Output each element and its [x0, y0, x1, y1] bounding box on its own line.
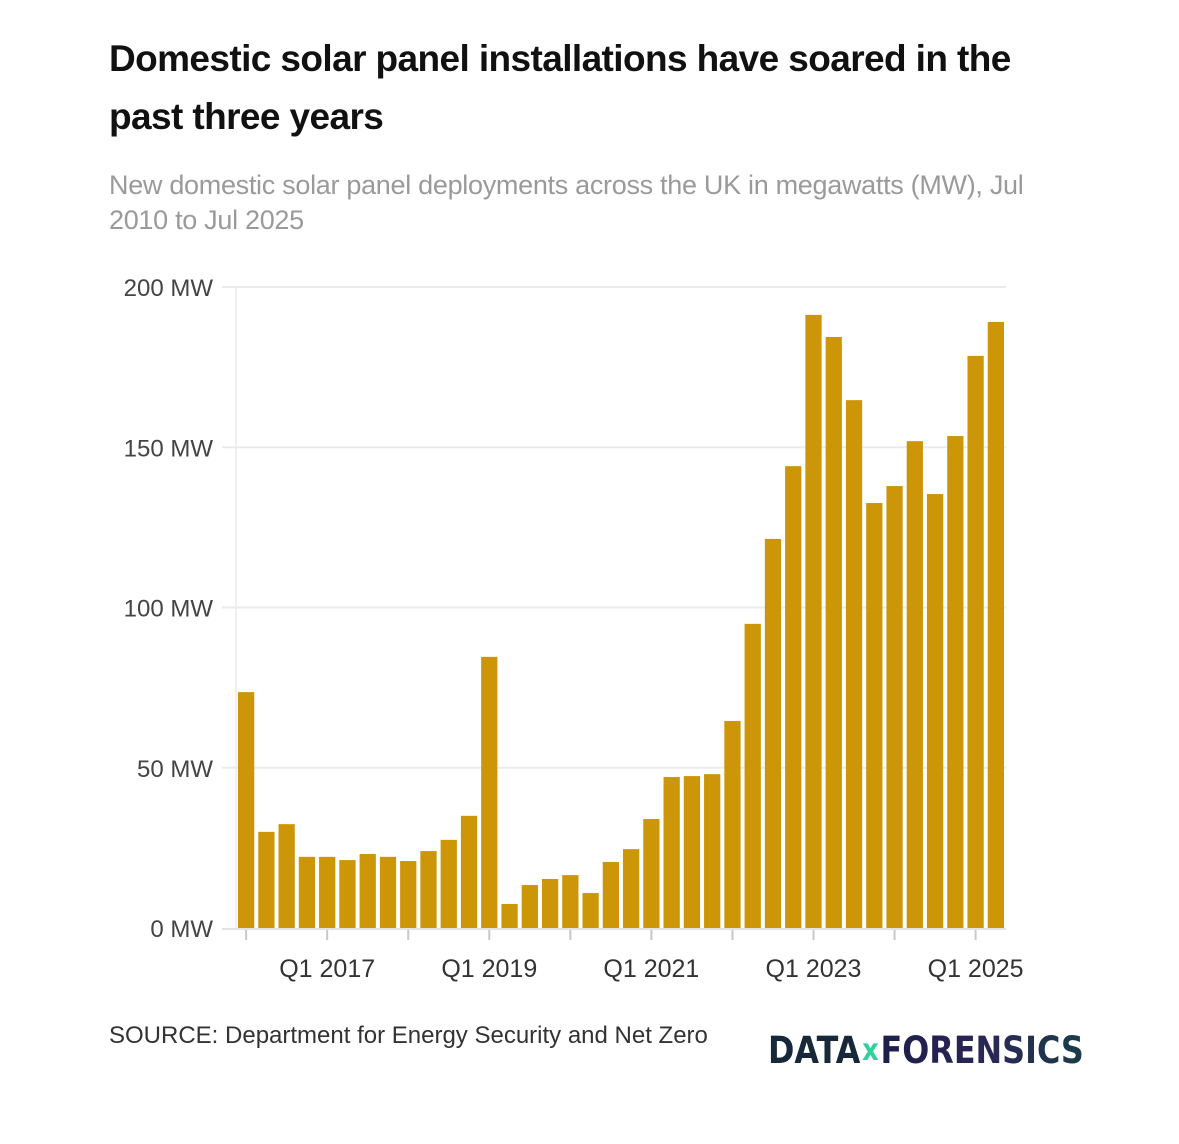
bar-q4-2022 — [785, 466, 802, 928]
bar-q2-2022 — [744, 623, 761, 928]
x-tick-label: Q1 2021 — [603, 955, 699, 983]
bar-q2-2018 — [420, 851, 437, 928]
chart-title: Domestic solar panel installations have … — [109, 38, 1011, 137]
bars — [238, 314, 1004, 929]
logo-word-data: DATA — [768, 1029, 861, 1072]
bar-q2-2024 — [906, 441, 923, 928]
bar-q3-2016 — [278, 824, 295, 928]
bar-q1-2025 — [967, 355, 984, 929]
bar-q3-2020 — [602, 861, 619, 928]
bar-q4-2020 — [623, 849, 640, 928]
bar-q2-2020 — [582, 893, 599, 928]
bar-q2-2023 — [825, 336, 842, 928]
bar-q4-2016 — [298, 856, 316, 928]
logo-x-icon: x — [862, 1033, 879, 1068]
bar-q2-2025 — [987, 321, 1004, 928]
bar-q1-2021 — [643, 819, 660, 928]
bar-q3-2024 — [926, 494, 944, 928]
bar-q4-2023 — [866, 503, 883, 928]
bar-q4-2021 — [704, 774, 721, 928]
logo-word-forensics: FORENSICS — [880, 1029, 1084, 1072]
bar-q1-2019 — [481, 656, 498, 928]
y-tick-label: 0 MW — [150, 916, 213, 943]
bar-q4-2024 — [947, 436, 964, 928]
bar-q3-2023 — [845, 400, 863, 929]
x-tick-label: Q1 2025 — [928, 955, 1024, 983]
bar-q1-2023 — [805, 314, 822, 928]
bar-q2-2021 — [663, 777, 680, 928]
bar-q4-2019 — [541, 878, 559, 928]
source-note: SOURCE: Department for Energy Security a… — [109, 1022, 708, 1049]
bar-q2-2016 — [258, 831, 275, 928]
x-tick-label: Q1 2019 — [441, 955, 537, 983]
bar-q1-2018 — [400, 861, 417, 928]
y-tick-label: 100 MW — [124, 596, 214, 623]
bar-q3-2021 — [683, 776, 701, 928]
bar-q2-2017 — [339, 860, 356, 928]
bar-q4-2017 — [379, 856, 397, 928]
bar-q3-2019 — [521, 885, 538, 928]
y-tick-label: 150 MW — [124, 435, 214, 462]
data-forensics-logo: DATA x FORENSICS — [768, 1028, 1084, 1074]
bar-q1-2022 — [724, 720, 741, 928]
bar-q1-2017 — [319, 856, 336, 928]
y-axis-labels: 0 MW 50 MW 100 MW 150 MW 200 MW — [124, 275, 214, 943]
bar-q2-2019 — [501, 903, 518, 928]
x-tick-label: Q1 2017 — [279, 955, 375, 983]
x-axis — [222, 928, 1006, 940]
x-tick-label: Q1 2023 — [766, 955, 862, 983]
bar-q1-2020 — [562, 875, 579, 928]
y-tick-label: 200 MW — [124, 275, 214, 302]
bar-q1-2024 — [886, 486, 903, 928]
bar-q3-2018 — [440, 839, 457, 928]
chart-subtitle: New domestic solar panel deployments acr… — [109, 170, 1024, 235]
x-axis-labels: Q1 2017 Q1 2019 Q1 2021 Q1 2023 Q1 2025 — [279, 955, 1023, 983]
bar-q1-2016 — [238, 692, 255, 928]
y-tick-label: 50 MW — [137, 756, 213, 783]
bar-q3-2022 — [764, 538, 782, 928]
bar-q3-2017 — [359, 853, 376, 928]
bar-q4-2018 — [460, 815, 478, 928]
